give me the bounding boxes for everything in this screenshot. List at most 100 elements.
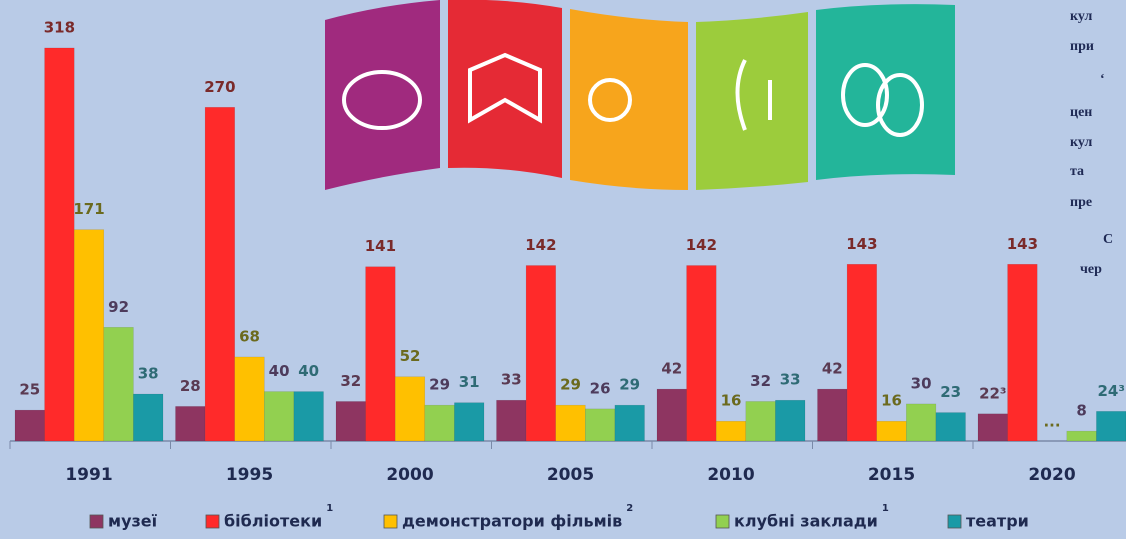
value-label: 171 xyxy=(73,200,104,218)
legend-label: демонстратори фільмів xyxy=(402,512,622,531)
bar xyxy=(365,266,396,442)
bar xyxy=(906,403,937,442)
value-label: 28 xyxy=(180,377,201,395)
value-label: 68 xyxy=(239,327,260,345)
value-label: 33 xyxy=(780,371,801,389)
legend-swatch xyxy=(715,514,730,529)
bar xyxy=(935,412,966,442)
bar xyxy=(204,107,235,442)
bar xyxy=(745,401,776,442)
legend-swatch xyxy=(947,514,962,529)
legend-label: бібліотеки xyxy=(224,512,322,531)
palette-icon xyxy=(342,70,422,130)
bar xyxy=(234,356,265,442)
music-icon xyxy=(735,59,772,131)
side-text: цен xyxy=(1070,105,1092,120)
legend-label: клубні заклади xyxy=(734,512,878,531)
mask-icon xyxy=(876,73,924,137)
banner-panel xyxy=(325,0,440,190)
side-text: чер xyxy=(1080,262,1102,277)
value-label: 29 xyxy=(429,376,450,394)
value-label: 29 xyxy=(619,376,640,394)
value-label: 142 xyxy=(686,236,717,254)
bar xyxy=(775,399,806,442)
value-label: 42 xyxy=(822,360,843,378)
bar xyxy=(846,264,877,442)
value-label: 318 xyxy=(44,18,75,36)
bar xyxy=(686,265,717,442)
value-label: 141 xyxy=(365,237,396,255)
value-label: 23 xyxy=(940,383,961,401)
bar xyxy=(817,388,848,442)
x-tick-label: 2020 xyxy=(1028,465,1075,485)
bar xyxy=(133,393,164,442)
x-tick-label: 1995 xyxy=(226,465,273,485)
value-label: 30 xyxy=(911,374,932,392)
side-text: ‘ xyxy=(1100,72,1105,87)
bar xyxy=(585,408,616,442)
value-label: 143 xyxy=(846,235,877,253)
value-label: 33 xyxy=(501,371,522,389)
legend-swatch xyxy=(383,514,398,529)
side-text: при xyxy=(1070,39,1094,54)
mask-icon xyxy=(841,63,889,127)
bar xyxy=(14,409,45,442)
legend-label: музеї xyxy=(108,512,158,531)
x-tick-label: 2010 xyxy=(707,465,754,485)
value-label: 26 xyxy=(590,379,611,397)
banner-panel xyxy=(696,12,808,190)
value-label: 92 xyxy=(108,298,129,316)
bar xyxy=(394,376,426,442)
bar xyxy=(1007,264,1038,442)
legend-footnote: 1 xyxy=(882,503,889,514)
bar xyxy=(264,391,295,442)
x-tick-label: 1991 xyxy=(65,465,112,485)
value-label: 22³ xyxy=(979,384,1006,402)
side-text: кул xyxy=(1070,135,1093,150)
x-tick-label: 2015 xyxy=(868,465,915,485)
value-label: 32 xyxy=(340,372,361,390)
bar xyxy=(44,47,75,442)
x-tick-label: 2000 xyxy=(386,465,433,485)
value-label: 25 xyxy=(19,381,40,399)
bar xyxy=(103,327,134,442)
bar xyxy=(525,265,556,442)
value-label: 142 xyxy=(525,236,556,254)
legend-swatch xyxy=(205,514,220,529)
value-label: 16 xyxy=(721,392,742,410)
value-label: 8 xyxy=(1076,402,1086,420)
value-label: 42 xyxy=(661,360,682,378)
x-tick-label: 2005 xyxy=(547,465,594,485)
bar xyxy=(73,229,105,442)
bar xyxy=(876,420,907,442)
value-label: 32 xyxy=(750,372,771,390)
bar xyxy=(656,388,687,442)
value-label: 16 xyxy=(881,392,902,410)
bar xyxy=(293,391,324,442)
legend-swatch xyxy=(89,514,104,529)
value-label: 40 xyxy=(298,362,319,380)
value-label: 29 xyxy=(560,376,581,394)
bar xyxy=(496,399,527,442)
film-icon xyxy=(588,78,632,122)
side-text: пре xyxy=(1070,195,1092,210)
value-label: 38 xyxy=(138,365,159,383)
decorative-banner xyxy=(325,0,955,190)
bar xyxy=(335,401,366,442)
book-icon xyxy=(468,52,542,124)
bar xyxy=(977,413,1008,442)
value-label: 24³ xyxy=(1097,382,1124,400)
value-label: 143 xyxy=(1007,235,1038,253)
value-label: 40 xyxy=(269,362,290,380)
side-text: кул xyxy=(1070,9,1093,24)
value-label: 52 xyxy=(400,347,421,365)
legend-footnote: 1 xyxy=(326,503,333,514)
bar xyxy=(614,404,645,442)
side-text: С xyxy=(1103,232,1113,247)
bar xyxy=(1096,411,1126,442)
value-label: ... xyxy=(1043,413,1060,431)
bar xyxy=(454,402,485,442)
bar xyxy=(555,404,586,442)
